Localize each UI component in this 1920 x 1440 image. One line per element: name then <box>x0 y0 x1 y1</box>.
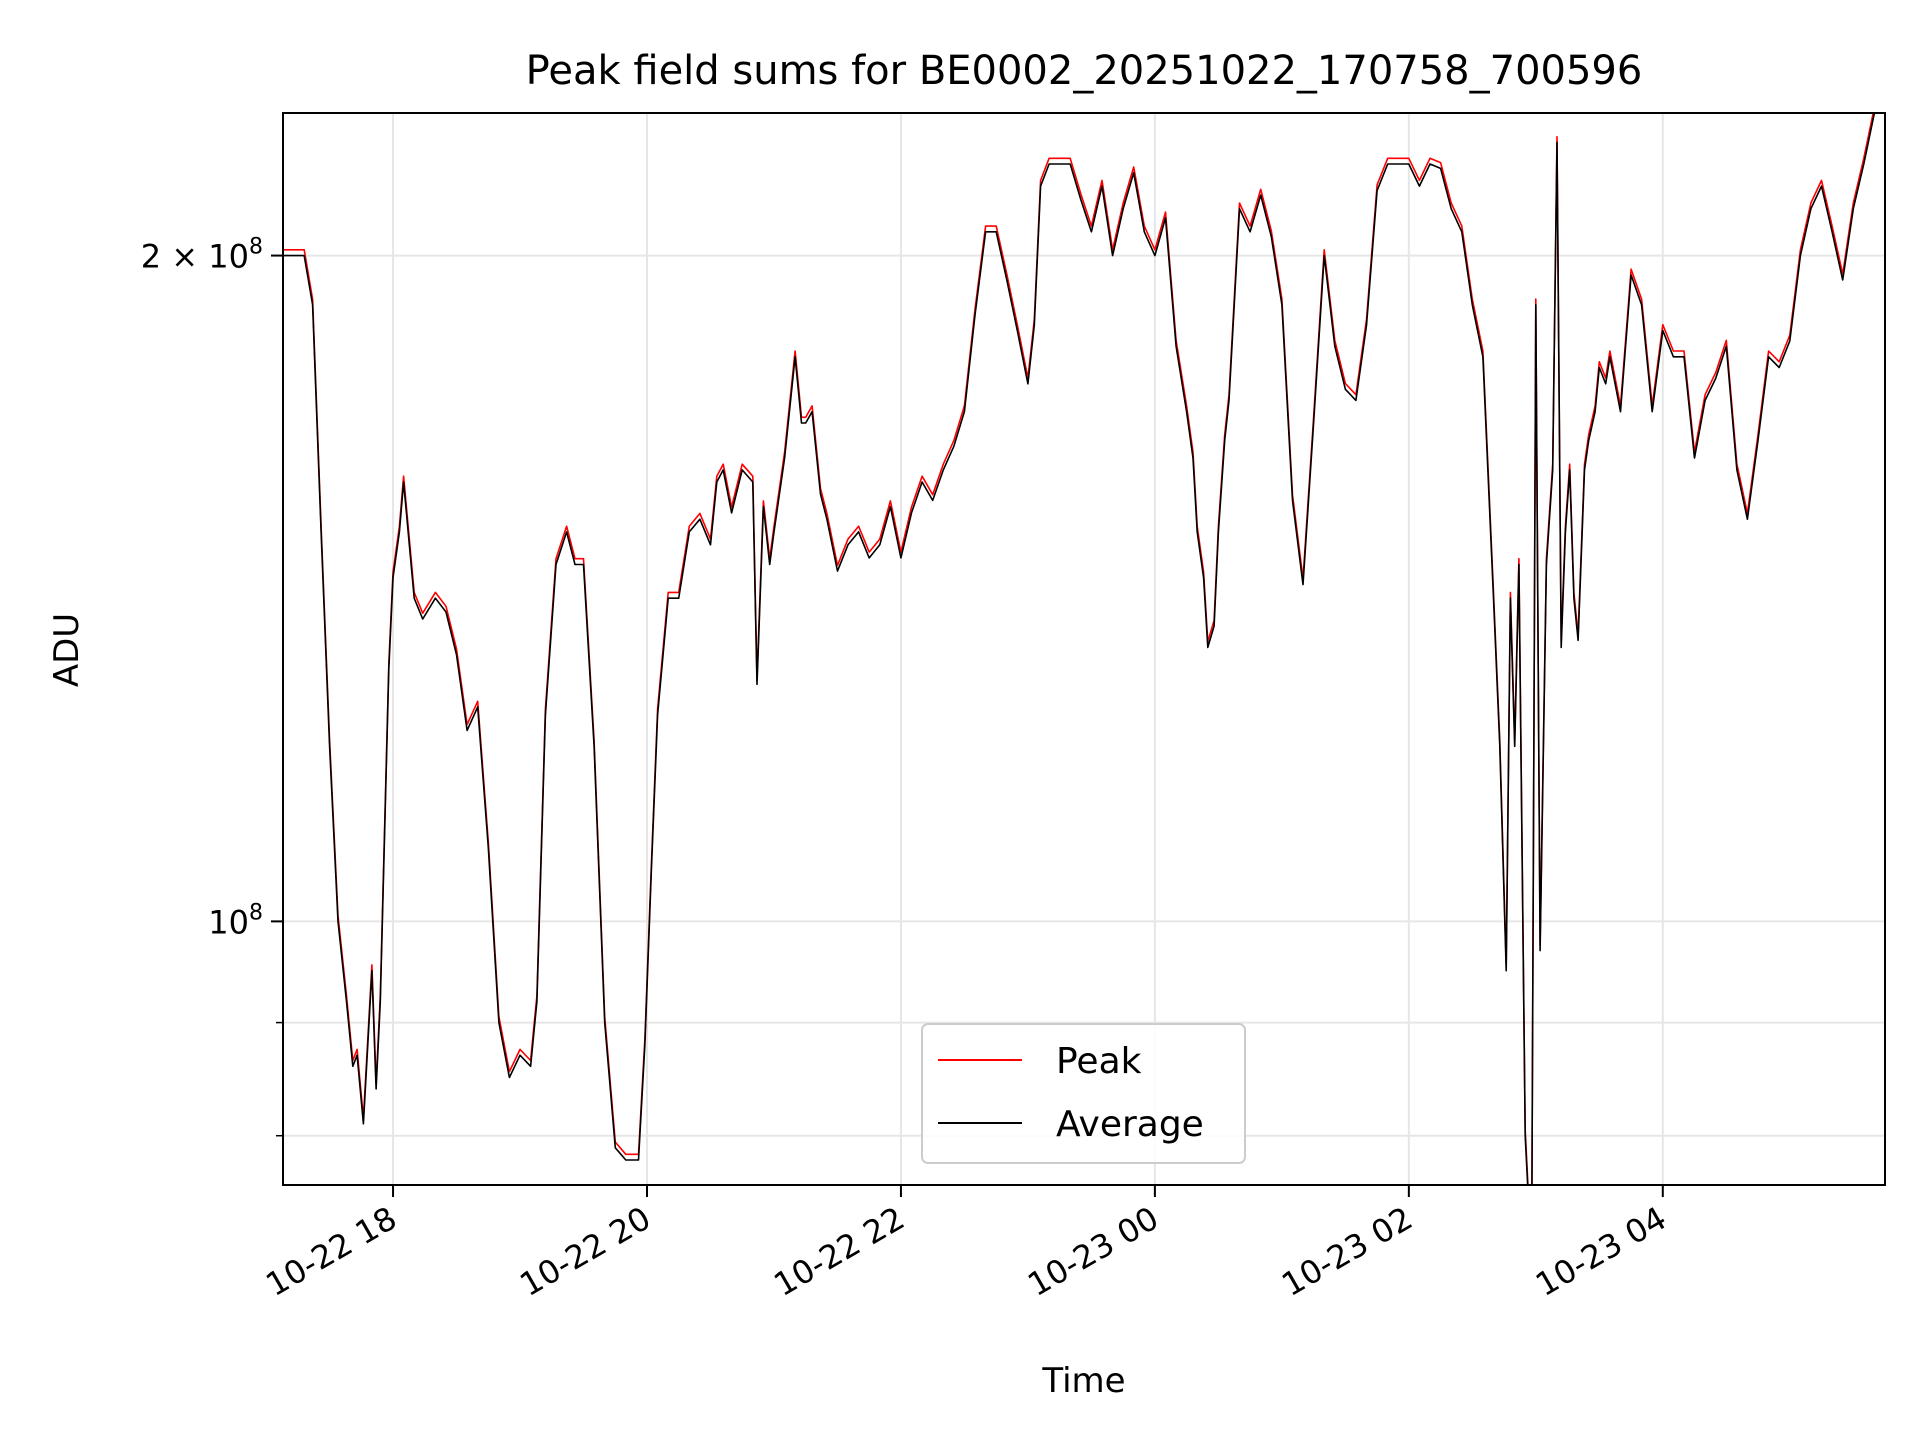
x-tick-label: 10-23 00 <box>1021 1199 1165 1304</box>
chart-title: Peak field sums for BE0002_20251022_1707… <box>526 48 1643 94</box>
x-tick-label: 10-22 20 <box>513 1199 657 1304</box>
x-tick-label: 10-22 18 <box>259 1199 403 1304</box>
x-axis-title: Time <box>1041 1361 1125 1401</box>
x-axis: 10-22 18 10-22 20 10-22 22 10-23 00 10-23 02… <box>259 1185 1673 1304</box>
y-tick-label: 2 × 108 <box>141 235 263 276</box>
x-tick-label: 10-22 22 <box>767 1199 911 1304</box>
x-tick-label: 10-23 02 <box>1275 1199 1419 1304</box>
legend-average-label: Average <box>1056 1104 1204 1145</box>
axes-frame <box>282 112 1886 1186</box>
grid-lines <box>283 113 1885 1185</box>
legend: Peak Average <box>921 1023 1246 1164</box>
legend-box <box>921 1023 1246 1164</box>
y-tick-label: 108 <box>208 900 263 941</box>
y-axis: 108 2 × 108 <box>141 235 283 1137</box>
x-tick-label: 10-23 04 <box>1529 1199 1673 1304</box>
plot-area <box>283 113 1885 1185</box>
legend-peak-label: Peak <box>1056 1041 1142 1082</box>
series-line-average <box>283 113 1885 1185</box>
y-axis-title: ADU <box>47 613 87 687</box>
